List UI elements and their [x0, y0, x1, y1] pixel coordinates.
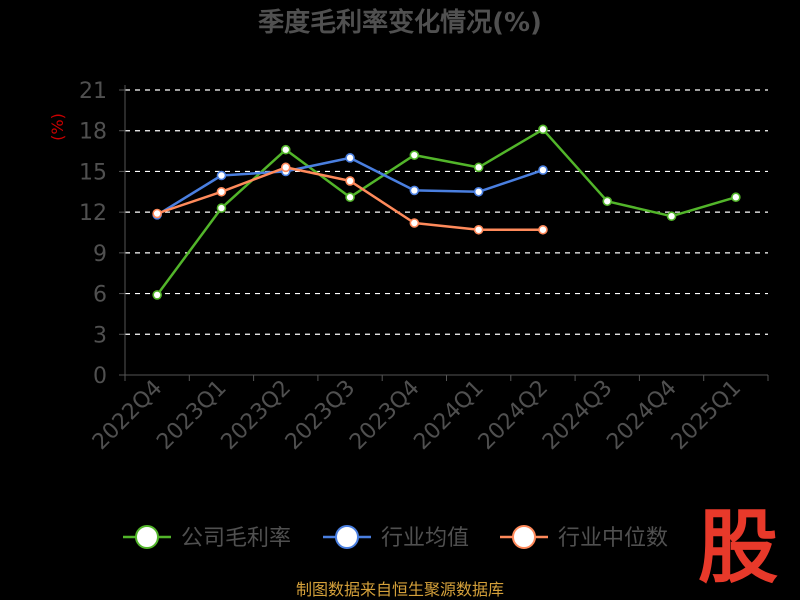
y-tick-label: 18: [79, 120, 107, 145]
axes: [119, 85, 769, 381]
data-point: [280, 162, 291, 173]
data-point: [538, 224, 548, 235]
y-tick-label: 9: [93, 242, 107, 267]
legend-label: 公司毛利率: [181, 526, 291, 551]
y-tick-label: 3: [93, 323, 107, 348]
data-point: [666, 211, 677, 222]
data-point: [216, 186, 227, 197]
series-3: [152, 162, 548, 235]
data-point: [216, 203, 227, 213]
legend: 公司毛利率 行业均值 行业中位数: [123, 525, 668, 551]
data-point: [216, 170, 227, 181]
data-point: [538, 124, 548, 135]
data-point: [538, 165, 548, 175]
logo-icon: 股: [698, 501, 778, 594]
data-point: [280, 144, 291, 155]
x-tick-label: 2025Q1: [667, 376, 746, 455]
data-point: [409, 150, 420, 160]
data-point: [473, 224, 484, 235]
data-point: [409, 218, 420, 228]
series-line: [156, 156, 544, 216]
chart-title: 季度毛利率变化情况(%): [258, 7, 542, 38]
legend-label: 行业中位数: [558, 526, 668, 551]
x-tick-label: 2023Q2: [217, 376, 296, 455]
series-group: [152, 124, 741, 300]
y-tick-label: 21: [79, 79, 107, 104]
x-tick-label: 2024Q1: [409, 376, 488, 455]
data-point: [152, 208, 162, 219]
data-point: [345, 192, 355, 203]
data-point: [409, 185, 420, 196]
data-point: [731, 192, 741, 203]
data-point: [602, 196, 613, 207]
y-tick-label: 12: [79, 201, 107, 226]
gridlines: [125, 89, 768, 335]
y-tick-label: 0: [93, 364, 107, 389]
x-tick-label: 2024Q3: [538, 376, 617, 455]
y-tick-labels: 0 3 6 9 12 15 18 21: [79, 79, 107, 389]
data-point: [345, 153, 355, 163]
source-note: 制图数据来自恒生聚源数据库: [296, 580, 504, 599]
legend-item: 行业均值: [323, 525, 469, 551]
legend-swatch-marker: [512, 525, 536, 549]
y-tick-label: 15: [79, 160, 107, 185]
data-point: [473, 162, 484, 173]
series-2: [152, 153, 548, 220]
x-tick-label: 2023Q3: [281, 376, 360, 455]
x-tick-labels: 2022Q42023Q12023Q22023Q32023Q42024Q12024…: [88, 376, 746, 455]
y-tick-label: 6: [93, 283, 107, 308]
data-point: [473, 186, 484, 197]
x-tick-label: 2024Q2: [474, 376, 553, 455]
x-tick-label: 2023Q1: [152, 376, 231, 455]
legend-swatch-marker: [135, 525, 159, 549]
y-axis-label: (%): [48, 113, 67, 141]
legend-item: 行业中位数: [500, 525, 668, 551]
data-point: [345, 176, 355, 186]
x-tick-label: 2023Q4: [345, 376, 424, 455]
x-tick-label: 2024Q4: [602, 376, 681, 455]
legend-item: 公司毛利率: [123, 525, 291, 551]
legend-swatch-marker: [335, 525, 359, 549]
data-point: [152, 290, 162, 300]
legend-label: 行业均值: [381, 526, 469, 551]
